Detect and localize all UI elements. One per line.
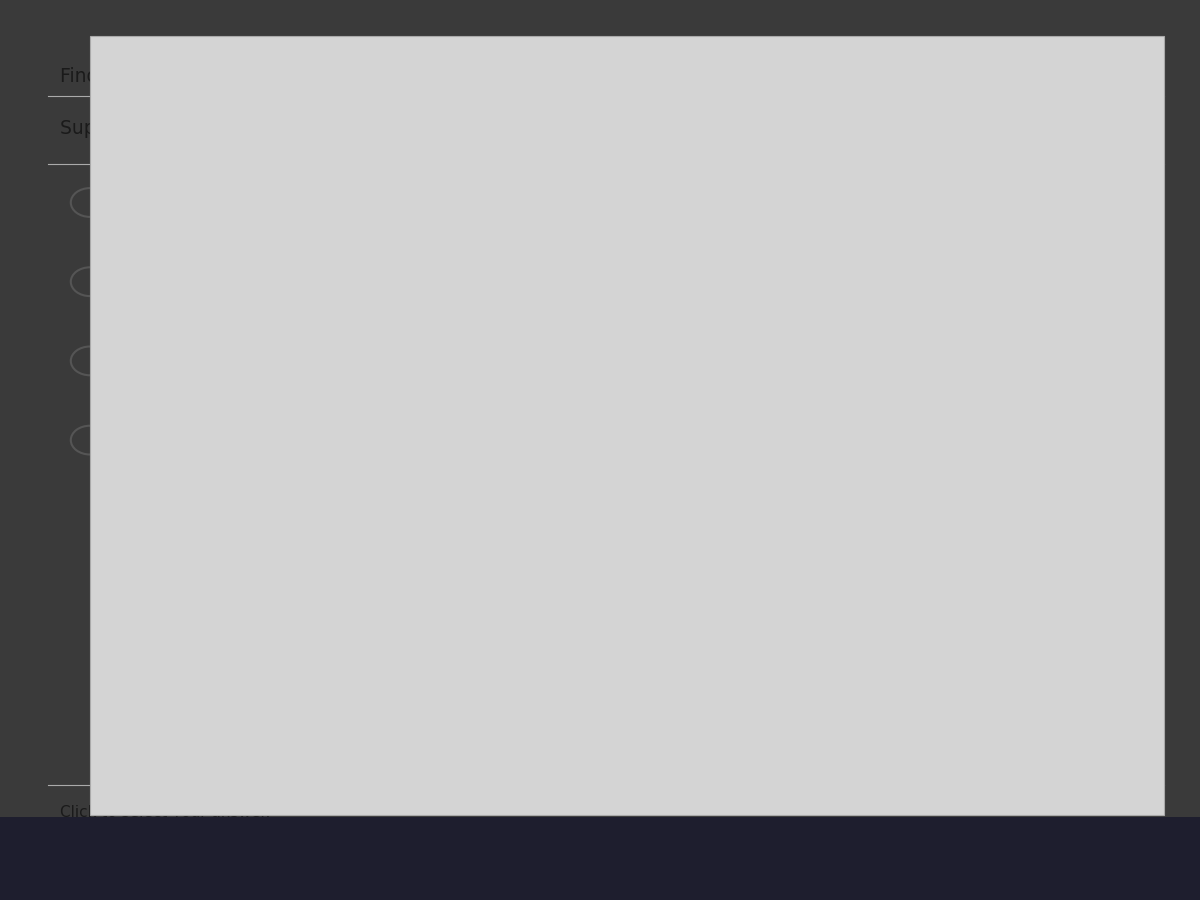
Text: 1.400: 1.400 [178, 272, 235, 292]
Text: Find the indicated probability. If necessary, round to three decimal places.: Find the indicated probability. If neces… [60, 68, 755, 86]
Text: 0.480: 0.480 [178, 193, 235, 212]
Text: 0.750: 0.750 [178, 351, 235, 371]
Text: Click to select your answer.: Click to select your answer. [60, 806, 270, 821]
Text: 02/16/21: 02/16/21 [528, 832, 581, 845]
Text: ⊞: ⊞ [24, 844, 40, 862]
Text: ⌕  Type here to search: ⌕ Type here to search [72, 847, 220, 860]
Text: 9:59pm: 9:59pm [528, 858, 574, 870]
Text: Ch 2.1 Homework: Ch 2.1 Homework [672, 844, 778, 857]
Text: 0.048: 0.048 [178, 430, 235, 450]
Text: D.: D. [138, 430, 162, 450]
Text: B.: B. [138, 272, 161, 292]
Text: C.: C. [138, 351, 161, 371]
Text: Suppose that E and F are two events and that P(E) = 0.6 and P(F|E) = 0.8. What i: Suppose that E and F are two events and … [60, 119, 947, 139]
Text: A.: A. [138, 193, 162, 212]
